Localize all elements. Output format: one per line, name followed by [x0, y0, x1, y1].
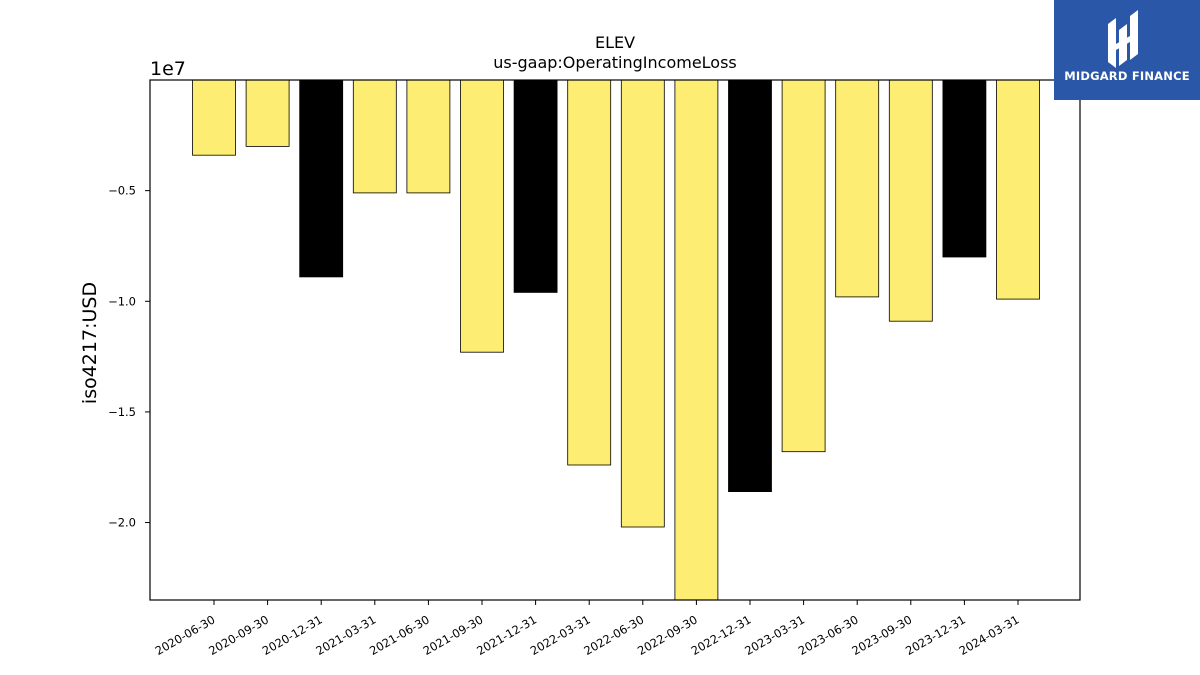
x-tick-label: 2023-03-31 [742, 612, 807, 658]
bar-2021-03-31 [352, 79, 397, 194]
x-tick-label: 2020-06-30 [153, 612, 218, 658]
bar-2023-06-30 [835, 79, 880, 298]
x-tick-label: 2021-09-30 [421, 612, 486, 658]
bar-2020-12-31 [299, 79, 344, 278]
bar-2022-12-31 [728, 79, 772, 493]
bar-2023-03-31 [781, 79, 826, 453]
chart-title: ELEV [595, 33, 635, 52]
y-axis-label: iso4217:USD [79, 282, 101, 404]
x-axis: 2020-06-302020-09-302020-12-312021-03-31… [153, 600, 1022, 658]
x-tick-label: 2023-12-31 [903, 612, 968, 658]
bar-2022-03-31 [567, 79, 612, 466]
bar-2020-09-30 [245, 79, 290, 147]
plot-frame [149, 79, 1081, 601]
y-tick-label: −2.0 [108, 516, 136, 530]
x-tick-label: 2022-06-30 [581, 612, 646, 658]
chart-subtitle: us-gaap:OperatingIncomeLoss [493, 53, 737, 72]
x-tick-label: 2023-09-30 [849, 612, 914, 658]
x-tick-label: 2023-06-30 [796, 612, 861, 658]
y-tick-label: −1.5 [108, 405, 136, 419]
bar-2021-06-30 [406, 79, 451, 194]
x-tick-label: 2020-09-30 [206, 612, 271, 658]
x-tick-label: 2021-03-31 [313, 612, 378, 658]
x-tick-label: 2021-06-30 [367, 612, 432, 658]
bar-2022-09-30 [674, 79, 719, 601]
y-tick-label: −0.5 [108, 184, 136, 198]
bar-2024-03-31 [996, 79, 1040, 300]
midgard-finance-logo: MIDGARD FINANCE [1054, 0, 1200, 100]
midgard-logo-icon [1108, 10, 1138, 68]
y-tick-label: −1.0 [108, 294, 136, 308]
logo-text: MIDGARD FINANCE [1064, 69, 1190, 83]
bars-group [192, 79, 1040, 601]
y-axis: −0.5 −1.0 −1.5 −2.0 [108, 184, 150, 530]
bar-2023-09-30 [888, 79, 933, 322]
x-tick-label: 2020-12-31 [260, 612, 325, 658]
x-tick-label: 2022-12-31 [689, 612, 754, 658]
bar-2023-12-31 [942, 79, 987, 258]
x-tick-label: 2022-03-31 [528, 612, 593, 658]
x-tick-label: 2024-03-31 [957, 612, 1022, 658]
x-tick-label: 2022-09-30 [635, 612, 700, 658]
bar-2021-09-30 [460, 79, 504, 353]
y-offset-label: 1e7 [150, 58, 186, 80]
bar-2022-06-30 [620, 79, 665, 528]
bar-2021-12-31 [513, 79, 558, 293]
x-tick-label: 2021-12-31 [474, 612, 539, 658]
bar-2020-06-30 [192, 79, 236, 156]
